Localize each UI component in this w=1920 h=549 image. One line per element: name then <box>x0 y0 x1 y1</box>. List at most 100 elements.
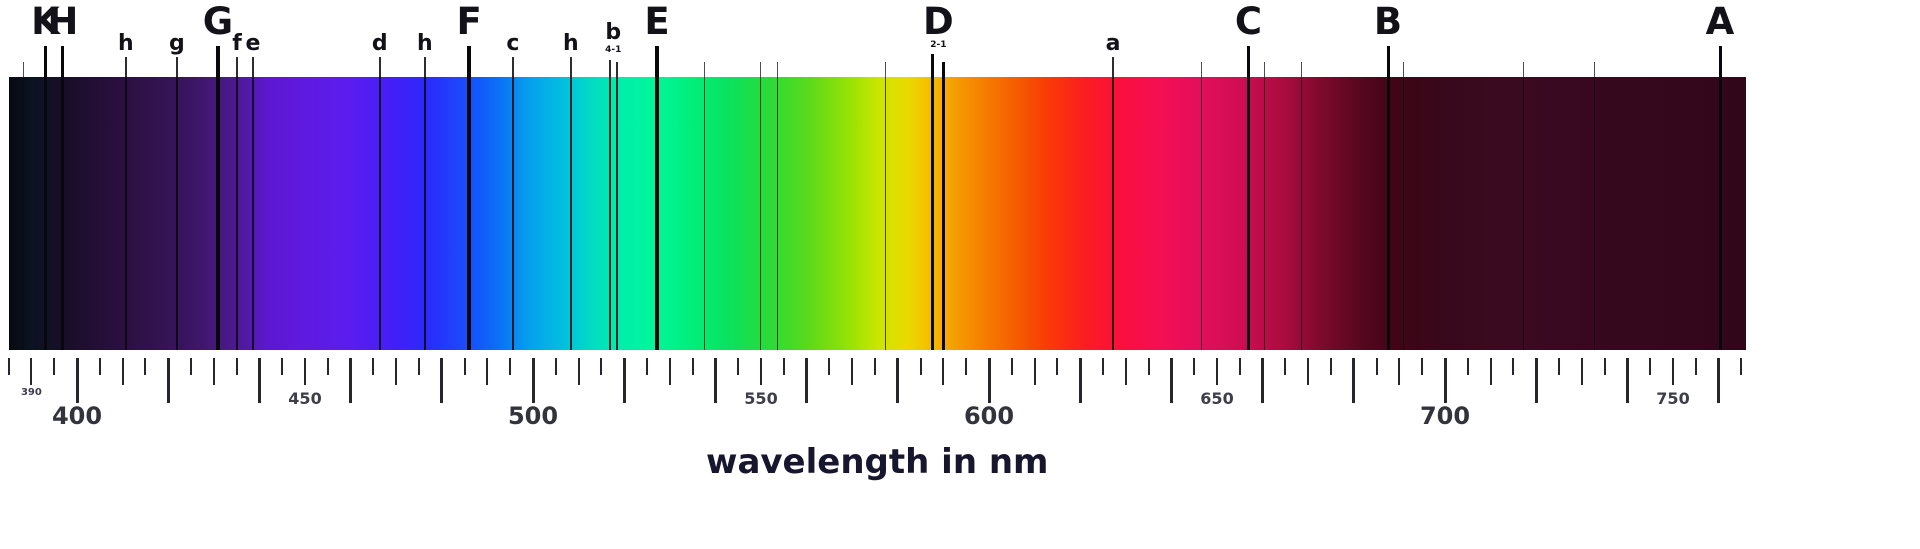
axis-tick-400 <box>75 358 79 403</box>
axis-tick-590 <box>942 358 945 385</box>
axis-tick-690 <box>1398 358 1401 385</box>
axis-tick-label-650: 650 <box>1200 389 1234 408</box>
axis-tick-725 <box>1558 358 1560 375</box>
axis-title: wavelength in nm <box>706 442 1049 482</box>
fraunhofer-line-K <box>44 46 47 350</box>
axis-tick-450 <box>304 358 306 385</box>
axis-tick-650 <box>1216 358 1218 385</box>
axis-tick-500 <box>531 358 535 403</box>
axis-tick-label-500: 500 <box>507 402 559 430</box>
axis-tick-label-450: 450 <box>288 389 322 408</box>
axis-tick-640 <box>1169 358 1173 403</box>
axis-tick-630 <box>1124 358 1127 385</box>
fraunhofer-label-h: h <box>562 31 579 56</box>
axis-tick-700 <box>1443 358 1447 403</box>
fraunhofer-line-h <box>569 57 572 350</box>
axis-tick-605 <box>1010 358 1013 375</box>
axis-tick-435 <box>235 358 238 375</box>
axis-tick-715 <box>1512 358 1515 375</box>
axis-tick-645 <box>1193 358 1196 375</box>
fraunhofer-label-h: h <box>417 31 433 56</box>
axis-tick-710 <box>1489 358 1492 385</box>
axis-tick-530 <box>668 358 671 385</box>
fraunhofer-label-d: d <box>371 31 388 56</box>
axis-tick-765 <box>1740 358 1743 375</box>
fraunhofer-label-f: f <box>232 31 242 56</box>
absorption-line <box>1402 62 1404 350</box>
axis-tick-585 <box>919 358 922 375</box>
axis-tick-695 <box>1421 358 1424 375</box>
fraunhofer-label-b-subscript: 4-1 <box>605 45 622 55</box>
fraunhofer-line-a <box>1112 57 1114 350</box>
axis-tick-730 <box>1580 358 1583 385</box>
axis-tick-705 <box>1466 358 1469 375</box>
axis-tick-560 <box>805 358 809 403</box>
axis-tick-525 <box>646 358 648 375</box>
fraunhofer-line-d <box>378 57 381 350</box>
fraunhofer-label-c: c <box>506 31 520 56</box>
axis-tick-635 <box>1147 358 1150 375</box>
absorption-line <box>1301 62 1303 350</box>
axis-tick-760 <box>1717 358 1721 403</box>
fraunhofer-line-D <box>931 54 935 350</box>
axis-tick-490 <box>486 358 489 385</box>
fraunhofer-label-H: H <box>47 0 79 43</box>
fraunhofer-line-E <box>655 46 659 350</box>
axis-tick-680 <box>1352 358 1356 403</box>
axis-tick-390 <box>30 358 33 385</box>
fraunhofer-label-A: A <box>1705 0 1735 43</box>
absorption-line <box>759 62 761 350</box>
fraunhofer-line-C <box>1247 46 1250 350</box>
axis-tick-425 <box>190 358 192 375</box>
fraunhofer-line-h <box>423 57 426 350</box>
axis-tick-label-400: 400 <box>51 402 103 430</box>
axis-tick-440 <box>257 358 261 403</box>
axis-tick-465 <box>372 358 375 375</box>
axis-tick-720 <box>1534 358 1538 403</box>
axis-tick-625 <box>1102 358 1104 375</box>
axis-tick-485 <box>463 358 466 375</box>
axis-tick-675 <box>1330 358 1332 375</box>
axis-tick-460 <box>349 358 353 403</box>
axis-tick-600 <box>987 358 991 403</box>
axis-tick-750 <box>1672 358 1674 385</box>
fraunhofer-line-b <box>609 60 612 350</box>
fraunhofer-line-h <box>124 57 127 350</box>
axis-tick-755 <box>1694 358 1697 375</box>
axis-tick-420 <box>166 358 170 403</box>
axis-tick-615 <box>1056 358 1059 375</box>
absorption-line <box>777 62 779 350</box>
fraunhofer-line-c <box>511 57 514 350</box>
axis-tick-480 <box>440 358 444 403</box>
axis-tick-735 <box>1603 358 1606 375</box>
axis-tick-410 <box>121 358 124 385</box>
fraunhofer-line-B <box>1386 46 1390 350</box>
fraunhofer-line-F <box>467 46 472 350</box>
fraunhofer-label-C: C <box>1234 0 1263 43</box>
fraunhofer-line-G <box>215 46 220 350</box>
axis-tick-665 <box>1284 358 1287 375</box>
axis-tick-595 <box>965 358 968 375</box>
fraunhofer-line-e <box>252 57 254 350</box>
fraunhofer-label-D-subscript: 2-1 <box>930 40 947 50</box>
axis-tick-label-750: 750 <box>1656 389 1690 408</box>
axis-tick-405 <box>98 358 101 375</box>
axis-tick-520 <box>622 358 626 403</box>
fraunhofer-label-G: G <box>202 0 234 43</box>
axis-tick-540 <box>713 358 717 403</box>
axis-tick-430 <box>212 358 215 385</box>
fraunhofer-line-f <box>236 57 239 350</box>
axis-tick-565 <box>828 358 831 375</box>
fraunhofer-label-h: h <box>117 31 134 56</box>
axis-tick-385 <box>7 358 10 375</box>
axis-tick-470 <box>395 358 398 385</box>
axis-tick-510 <box>577 358 580 385</box>
absorption-line <box>1593 62 1595 350</box>
axis-tick-455 <box>326 358 329 375</box>
fraunhofer-label-D: D <box>923 0 954 43</box>
spectrum-band <box>8 77 1746 350</box>
absorption-line <box>885 62 887 350</box>
fraunhofer-label-g: g <box>169 31 185 56</box>
axis-tick-685 <box>1375 358 1378 375</box>
absorption-line <box>1200 62 1202 350</box>
